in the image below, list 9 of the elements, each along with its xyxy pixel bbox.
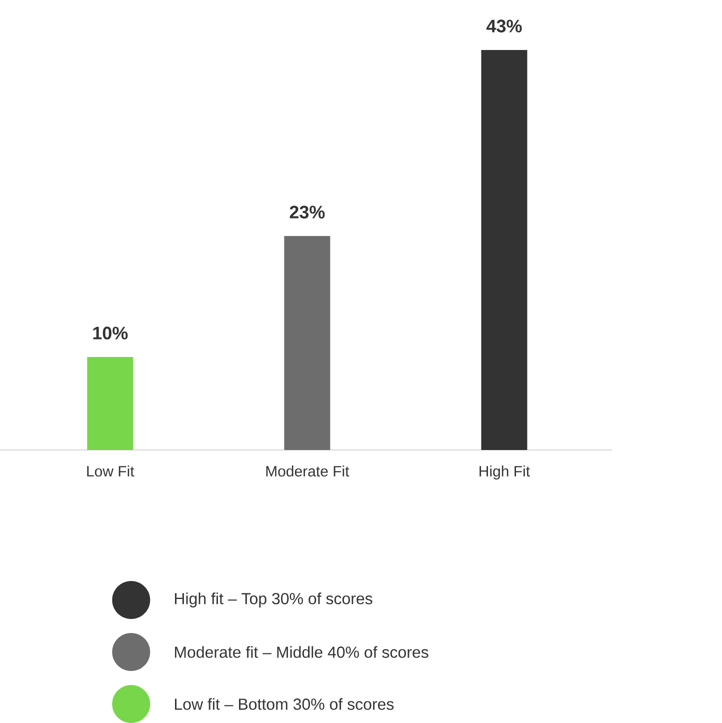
legend-label: Moderate fit – Middle 40% of scores bbox=[174, 646, 428, 658]
x-tick-label: High Fit bbox=[480, 466, 530, 480]
legend-label: High fit – Top 30% of scores bbox=[174, 592, 372, 608]
x-tick-label: Low Fit bbox=[87, 466, 134, 477]
data-label: 43% bbox=[486, 20, 522, 32]
data-label: 23% bbox=[290, 206, 325, 219]
data-label: 10% bbox=[93, 326, 128, 340]
x-tick-label: Moderate Fit bbox=[266, 466, 350, 477]
legend-label: Low fit – Bottom 30% of scores bbox=[174, 698, 394, 710]
